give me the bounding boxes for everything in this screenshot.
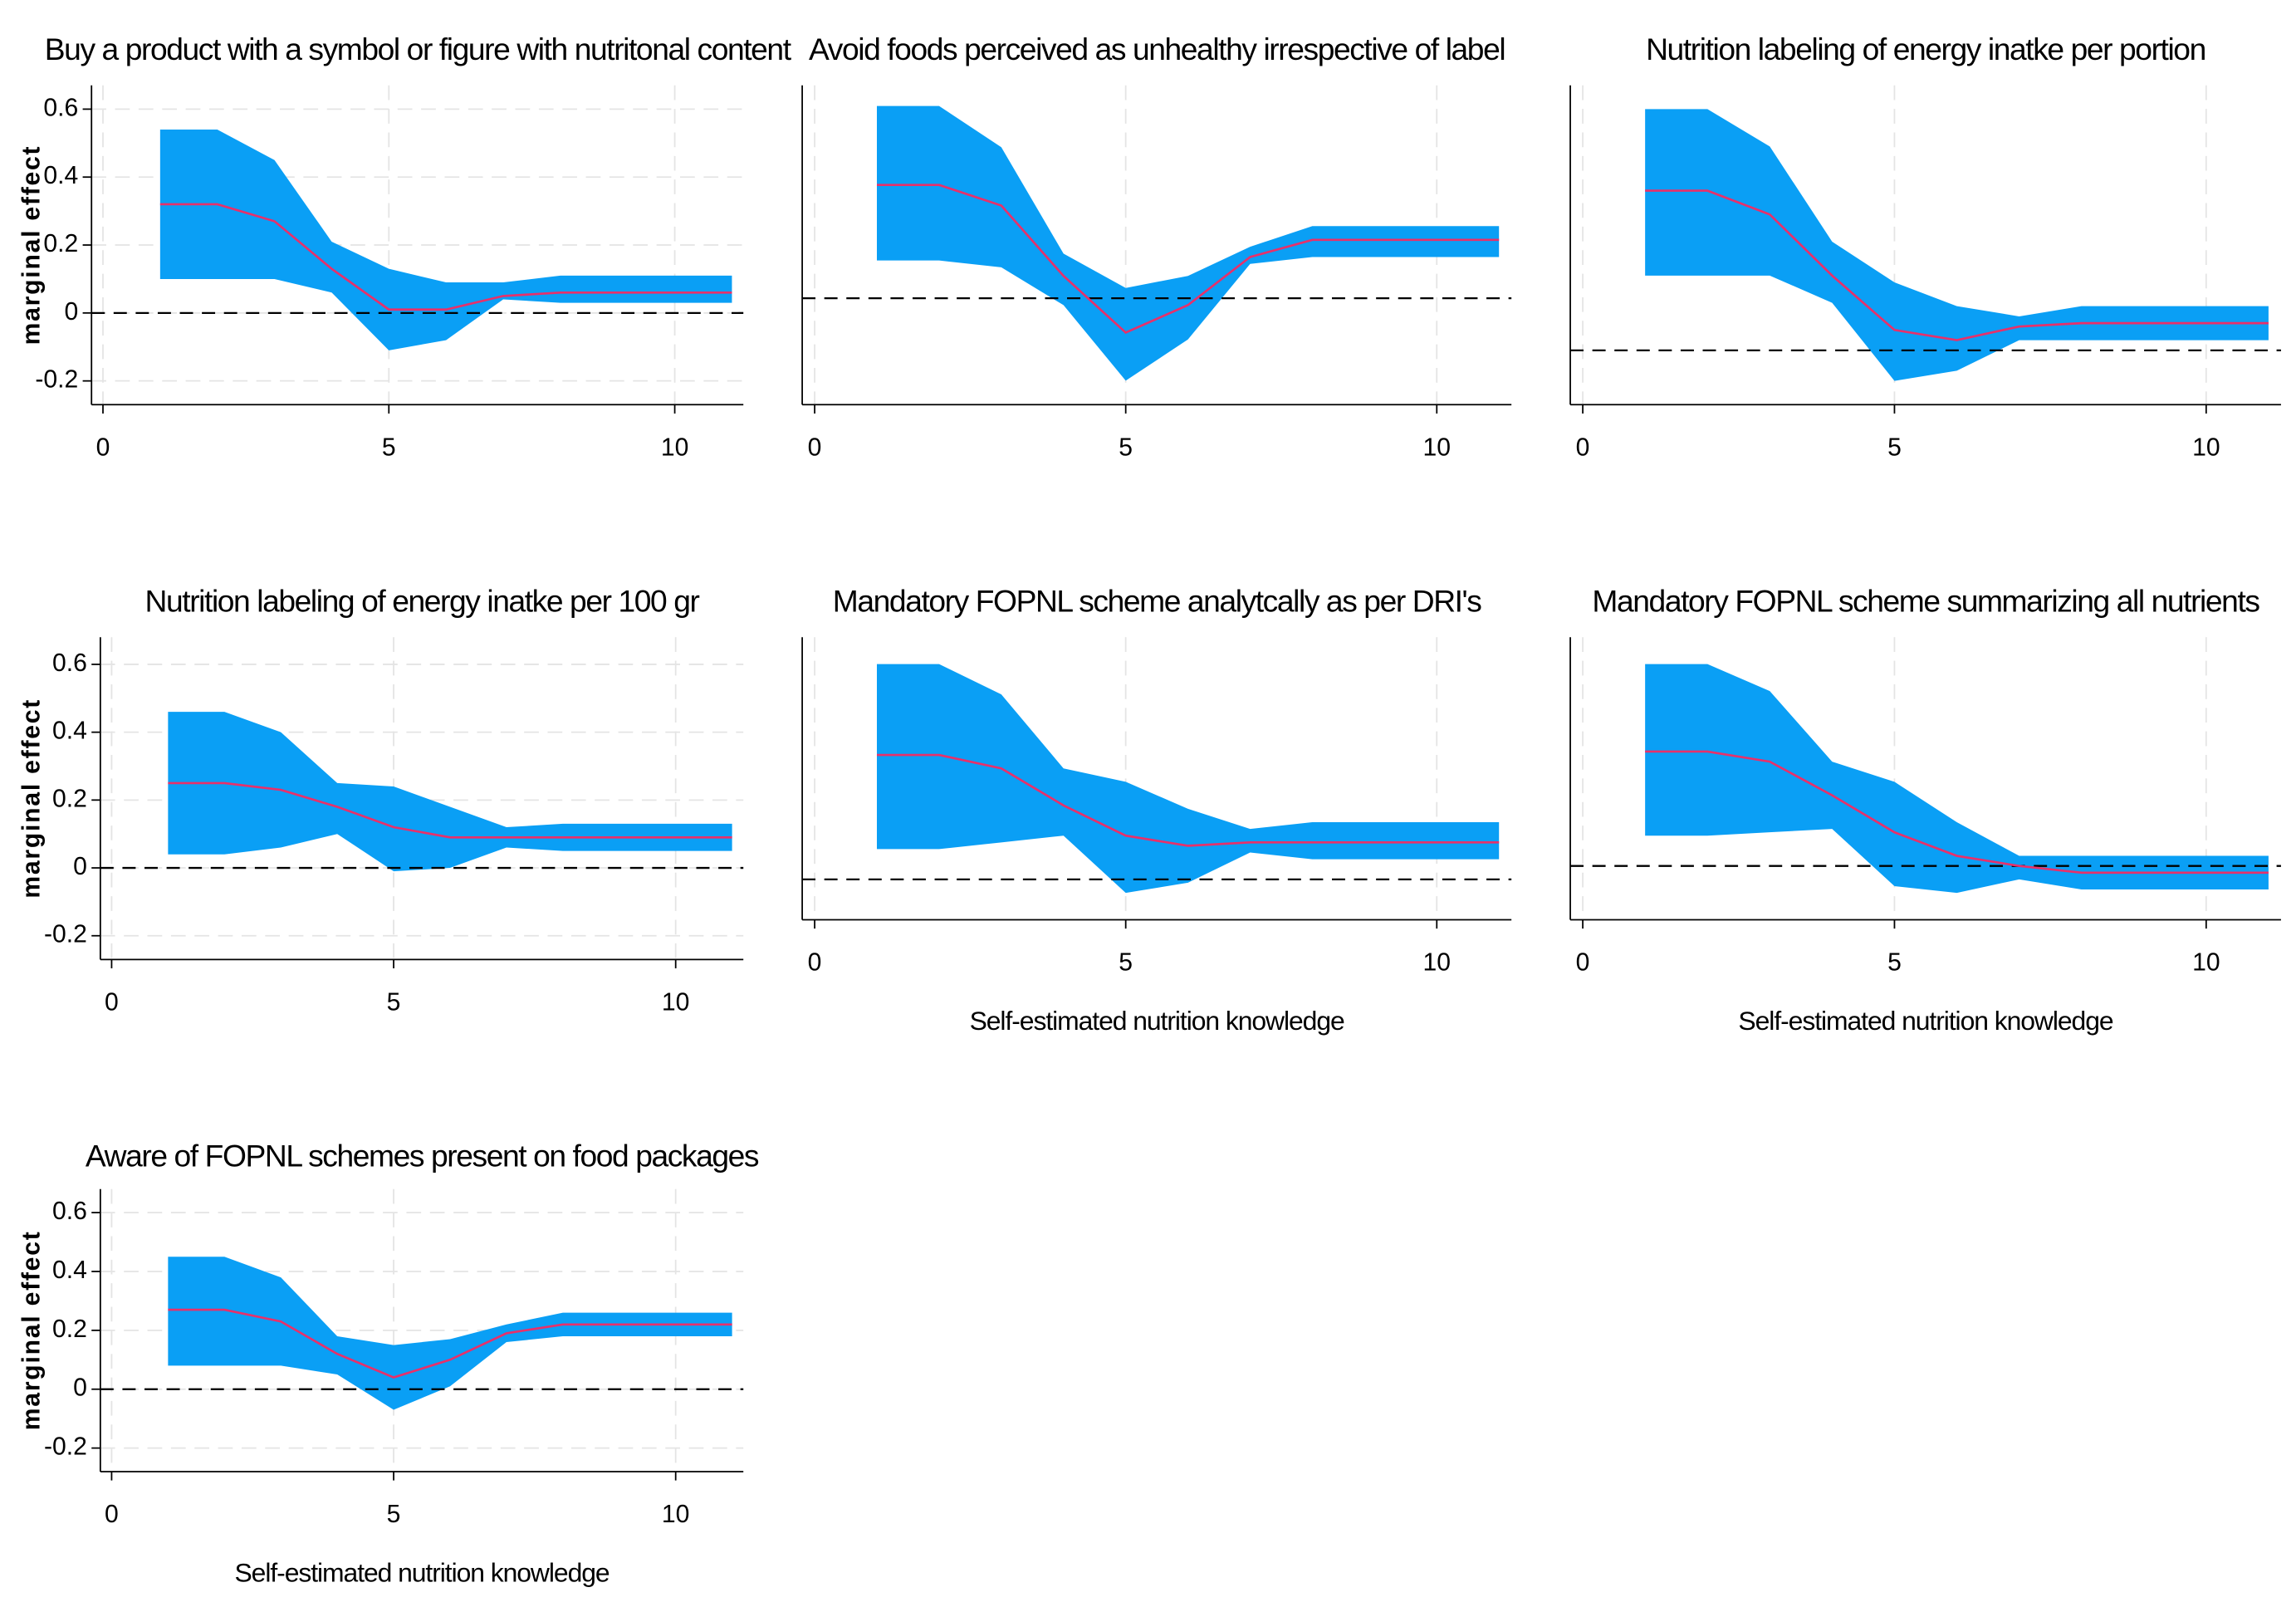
x-tick-label: 10 <box>1423 434 1452 461</box>
y-tick-label: 0 <box>65 298 79 326</box>
estimate-line <box>1645 750 2269 875</box>
y-tick-label: 0.2 <box>52 1315 87 1343</box>
x-axis-label: Self-estimated nutrition knowledge <box>970 1006 1344 1036</box>
x-tick-label: 5 <box>1119 434 1133 461</box>
y-tick-label: 0.6 <box>52 1198 87 1225</box>
confidence-band <box>168 712 732 872</box>
confidence-band <box>876 664 1500 894</box>
y-axis-label: marginal effect <box>17 698 45 899</box>
x-tick-label: 0 <box>105 1501 119 1528</box>
x-tick-label: 0 <box>808 434 822 461</box>
estimate-line <box>168 1308 732 1379</box>
y-tick-label: 0.6 <box>52 649 87 677</box>
x-tick-label: 10 <box>1423 949 1452 977</box>
x-tick-label: 0 <box>1576 949 1590 977</box>
panel-title: Buy a product with a symbol or figure wi… <box>45 32 792 66</box>
y-tick-label: 0 <box>73 1374 87 1402</box>
estimate-line <box>168 781 732 839</box>
confidence-band <box>168 1257 732 1410</box>
x-tick-label: 10 <box>662 1501 690 1528</box>
x-tick-label: 10 <box>2192 949 2220 977</box>
x-tick-label: 10 <box>2192 434 2220 461</box>
estimate-line <box>1645 189 2269 341</box>
y-axis-label: marginal effect <box>17 145 45 345</box>
y-tick-label: 0.2 <box>43 230 78 257</box>
panel-title: Mandatory FOPNL scheme summarizing all n… <box>1592 583 2259 618</box>
y-tick-label: 0 <box>73 853 87 880</box>
x-axis-label: Self-estimated nutrition knowledge <box>234 1557 609 1587</box>
panel-title: Nutrition labeling of energy inatke per … <box>145 583 700 618</box>
x-tick-label: 0 <box>1576 434 1590 461</box>
x-tick-label: 5 <box>1119 949 1133 977</box>
x-axis-label: Self-estimated nutrition knowledge <box>1738 1006 2112 1036</box>
y-tick-label: 0.4 <box>52 1257 87 1284</box>
x-tick-label: 10 <box>661 434 689 461</box>
estimate-line <box>159 203 732 311</box>
x-tick-label: 0 <box>808 949 822 977</box>
x-tick-label: 0 <box>105 988 119 1016</box>
y-tick-label: 0.4 <box>52 718 87 745</box>
y-tick-label: -0.2 <box>44 1433 87 1461</box>
y-tick-label: 0.6 <box>43 94 78 121</box>
y-axis-label: marginal effect <box>17 1230 45 1430</box>
y-tick-label: 0.4 <box>43 162 78 189</box>
panel-title: Aware of FOPNL schemes present on food p… <box>86 1138 759 1173</box>
panel-title: Mandatory FOPNL scheme analytcally as pe… <box>833 583 1481 618</box>
x-tick-label: 5 <box>387 1501 401 1528</box>
x-tick-label: 0 <box>96 434 110 461</box>
panel-title: Nutrition labeling of energy inatke per … <box>1646 32 2205 66</box>
estimate-line <box>876 184 1500 335</box>
y-tick-label: -0.2 <box>44 921 87 948</box>
confidence-band <box>1645 664 2269 894</box>
confidence-band <box>159 129 732 350</box>
panel-title: Avoid foods perceived as unhealthy irres… <box>809 32 1505 66</box>
x-tick-label: 5 <box>1887 949 1902 977</box>
x-tick-label: 10 <box>662 988 690 1016</box>
estimate-line <box>876 753 1500 847</box>
y-tick-label: 0.2 <box>52 785 87 812</box>
x-tick-label: 5 <box>387 988 401 1016</box>
y-tick-label: -0.2 <box>35 366 78 394</box>
confidence-band <box>1645 109 2269 381</box>
x-tick-label: 5 <box>382 434 396 461</box>
confidence-band <box>876 105 1500 381</box>
x-tick-label: 5 <box>1887 434 1902 461</box>
